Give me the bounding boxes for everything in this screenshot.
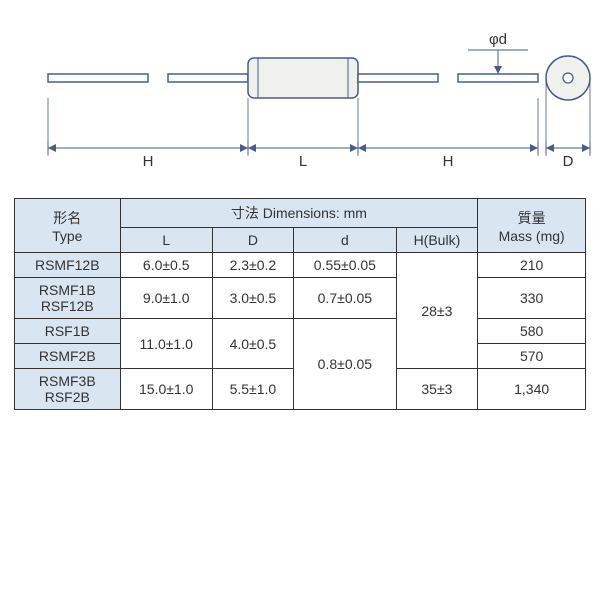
page: φd H L H D 形名 Type 寸法 Dimensions: mm 質量 Mass… [0, 0, 600, 600]
cell-L: 11.0±1.0 [120, 319, 212, 369]
table-row: RSF1B 11.0±1.0 4.0±0.5 0.8±0.05 580 [14, 319, 585, 344]
cell-mass: 1,340 [478, 369, 586, 410]
hdr-d: d [294, 228, 397, 253]
cell-mass: 210 [478, 253, 586, 278]
cell-D: 5.5±1.0 [212, 369, 293, 410]
cell-H: 28±3 [396, 253, 477, 369]
cell-d: 0.7±0.05 [294, 278, 397, 319]
cell-d: 0.8±0.05 [294, 319, 397, 410]
cell-d: 0.55±0.05 [294, 253, 397, 278]
svg-text:H: H [143, 153, 154, 170]
type-cell: RSMF3B RSF2B [14, 369, 120, 410]
type-cell: RSMF12B [14, 253, 120, 278]
diagram-svg: φd H L H D [8, 8, 592, 183]
cell-H: 35±3 [396, 369, 477, 410]
component-diagram: φd H L H D [8, 8, 592, 183]
cell-L: 6.0±0.5 [120, 253, 212, 278]
spec-table: 形名 Type 寸法 Dimensions: mm 質量 Mass (mg) L… [14, 198, 586, 410]
cell-mass: 330 [478, 278, 586, 319]
svg-text:L: L [299, 153, 307, 170]
hdr-dimgroup: 寸法 Dimensions: mm [120, 199, 477, 228]
hdr-Hbulk: H(Bulk) [396, 228, 477, 253]
cell-L: 9.0±1.0 [120, 278, 212, 319]
cell-D: 2.3±0.2 [212, 253, 293, 278]
cell-mass: 570 [478, 344, 586, 369]
type-cell: RSMF2B [14, 344, 120, 369]
cell-L: 15.0±1.0 [120, 369, 212, 410]
hdr-L: L [120, 228, 212, 253]
cell-D: 3.0±0.5 [212, 278, 293, 319]
cell-mass: 580 [478, 319, 586, 344]
type-cell: RSF1B [14, 319, 120, 344]
type-cell: RSMF1B RSF12B [14, 278, 120, 319]
hdr-D: D [212, 228, 293, 253]
table-row: RSMF12B 6.0±0.5 2.3±0.2 0.55±0.05 28±3 2… [14, 253, 585, 278]
svg-text:H: H [443, 153, 454, 170]
svg-text:φd: φd [489, 31, 507, 48]
cell-D: 4.0±0.5 [212, 319, 293, 369]
hdr-type: 形名 Type [14, 199, 120, 253]
svg-text:D: D [563, 153, 574, 170]
hdr-mass: 質量 Mass (mg) [478, 199, 586, 253]
table-row: RSMF1B RSF12B 9.0±1.0 3.0±0.5 0.7±0.05 3… [14, 278, 585, 319]
